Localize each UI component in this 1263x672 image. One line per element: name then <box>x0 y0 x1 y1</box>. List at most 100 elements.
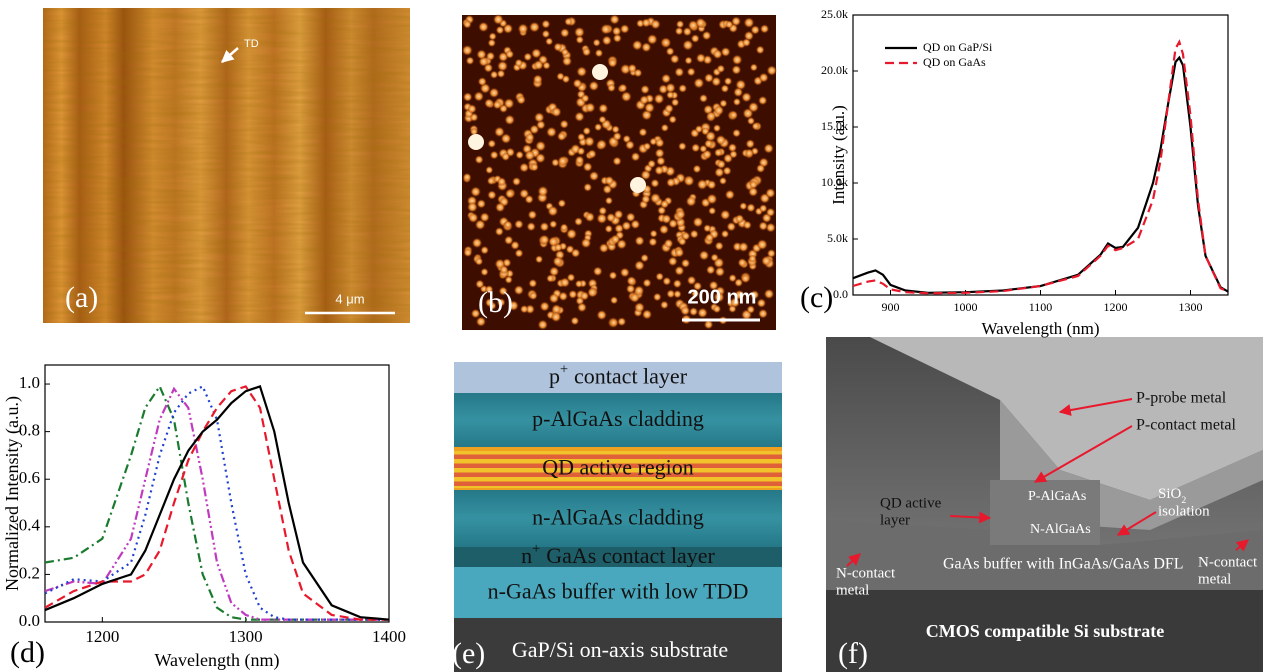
qd-dot <box>758 309 768 319</box>
qd-dot <box>655 138 665 148</box>
layer-label: n+GaAs contact layer <box>521 541 715 568</box>
qd-dot <box>650 230 658 238</box>
qd-dot <box>731 65 741 75</box>
qd-dot <box>678 142 687 151</box>
qd-dot <box>596 139 607 150</box>
qd-dot <box>759 73 769 83</box>
qd-dot <box>553 43 562 52</box>
qd-dot <box>497 177 506 186</box>
qd-dot <box>697 308 708 319</box>
qd-dot <box>583 183 592 192</box>
qd-dot <box>669 115 677 123</box>
plot-frame <box>853 15 1228 295</box>
qd-dot <box>538 320 548 330</box>
qd-dot <box>693 78 704 89</box>
y-tick-label: 25.0k <box>821 7 848 21</box>
qd-dot <box>691 143 700 152</box>
qd-dot <box>597 310 607 320</box>
qd-dot <box>639 128 648 137</box>
qd-dot <box>605 225 613 233</box>
qd-dot <box>489 88 500 99</box>
qd-dot <box>699 250 709 260</box>
qd-dot <box>547 206 558 217</box>
qd-dot <box>577 303 587 313</box>
qd-dot <box>713 49 723 59</box>
qd-dot <box>523 53 532 62</box>
qd-dot <box>489 32 497 40</box>
qd-dot <box>528 279 537 288</box>
qd-dot <box>732 129 741 138</box>
qd-dot <box>466 56 475 65</box>
qd-image <box>462 14 777 330</box>
qd-dot <box>634 302 645 313</box>
qd-dot <box>757 239 768 250</box>
qd-dot <box>767 249 776 258</box>
qd-dot <box>505 189 515 199</box>
qd-dot <box>630 220 640 230</box>
qd-dot <box>668 257 678 267</box>
x-axis-title: Wavelength (nm) <box>154 650 279 671</box>
qd-dot <box>529 291 538 300</box>
qd-dot <box>535 255 543 263</box>
y-tick-label: 1.0 <box>19 373 40 392</box>
series-line <box>45 386 389 619</box>
qd-dot <box>463 248 472 257</box>
qd-dot <box>462 45 473 56</box>
qd-dot <box>583 127 591 135</box>
qd-dot <box>745 149 754 158</box>
qd-dot <box>609 318 618 327</box>
qd-dot <box>699 94 708 103</box>
legend-label: QD on GaAs <box>923 55 986 69</box>
sem-label: P-AlGaAs <box>1028 489 1086 504</box>
qd-dot <box>468 213 478 223</box>
qd-dot <box>475 257 483 265</box>
qd-dot <box>562 56 572 66</box>
qd-dot <box>706 265 715 274</box>
qd-dot <box>714 167 724 177</box>
qd-dot <box>743 221 752 230</box>
qd-dot <box>487 190 496 199</box>
qd-dot <box>581 238 591 248</box>
qd-dot <box>675 27 684 36</box>
series-line <box>45 386 389 619</box>
qd-dot <box>484 63 493 72</box>
qd-dot <box>702 150 712 160</box>
x-tick-label: 1400 <box>372 627 406 646</box>
qd-dot <box>496 26 505 35</box>
panel-label: (d) <box>10 636 45 669</box>
qd-dot <box>551 107 561 117</box>
qd-dot <box>681 259 690 268</box>
sem-label: P-contact metal <box>1136 417 1237 434</box>
layer-label: p-AlGaAs cladding <box>532 406 704 431</box>
qd-dot <box>581 94 590 103</box>
y-tick-label: 5.0k <box>827 231 848 245</box>
qd-dot <box>675 209 685 219</box>
qd-dot <box>674 266 684 276</box>
qd-dot <box>674 248 684 258</box>
qd-dot <box>650 179 659 188</box>
qd-dot <box>654 166 664 176</box>
qd-dot <box>678 84 687 93</box>
qd-dot <box>500 265 509 274</box>
qd-dot <box>655 272 663 280</box>
qd-dot <box>582 47 591 56</box>
qd-dot <box>760 24 769 33</box>
qd-dot <box>528 210 537 219</box>
x-tick-label: 1100 <box>1029 300 1053 314</box>
qd-dot <box>476 49 486 59</box>
qd-dot <box>613 157 622 166</box>
qd-dot <box>525 195 534 204</box>
qd-dot <box>695 125 703 133</box>
qd-dot <box>501 133 512 144</box>
qd-dot <box>574 27 585 38</box>
figure: TD 4 μm (a) 200 nm (b) p+contact layerp-… <box>0 0 1263 672</box>
qd-dot <box>683 27 692 36</box>
qd-dot <box>729 111 738 120</box>
qd-dot <box>605 197 613 205</box>
qd-dot <box>693 217 704 228</box>
qd-dot <box>589 171 599 181</box>
qd-dot <box>719 177 727 185</box>
qd-dot <box>571 317 580 326</box>
qd-dot <box>527 222 536 231</box>
qd-dot <box>756 164 765 173</box>
